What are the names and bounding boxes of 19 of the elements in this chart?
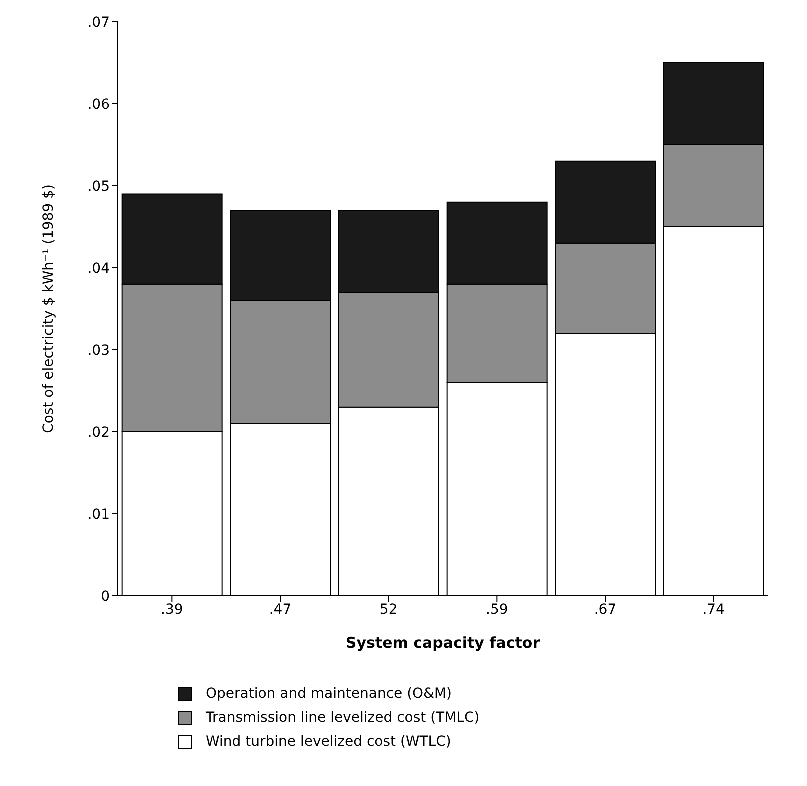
y-tick-label: .02 (88, 424, 110, 441)
y-tick-label: .04 (88, 260, 110, 277)
x-tick-label: .47 (269, 602, 292, 618)
legend-label: Transmission line levelized cost (TMLC) (206, 710, 480, 726)
x-tick-label: .39 (161, 602, 184, 618)
x-tick-label: .59 (486, 602, 508, 618)
y-tick-label: .05 (88, 178, 110, 195)
legend-label: Wind turbine levelized cost (WTLC) (206, 734, 452, 750)
legend-label: Operation and maintenance (O&M) (206, 686, 452, 702)
y-axis-title: Cost of electricity $ kWh⁻¹ (1989 $) (40, 184, 57, 434)
y-tick-label: .06 (88, 96, 110, 113)
y-tick-label: 0 (101, 588, 110, 605)
x-tick-label: .74 (702, 602, 726, 618)
y-tick-label: .03 (88, 342, 110, 359)
y-tick-label: .01 (88, 506, 110, 523)
x-tick-label: .67 (594, 602, 617, 618)
x-axis-title: System capacity factor (346, 634, 541, 652)
y-tick-label: .07 (88, 14, 110, 31)
x-tick-label: 52 (380, 602, 398, 618)
